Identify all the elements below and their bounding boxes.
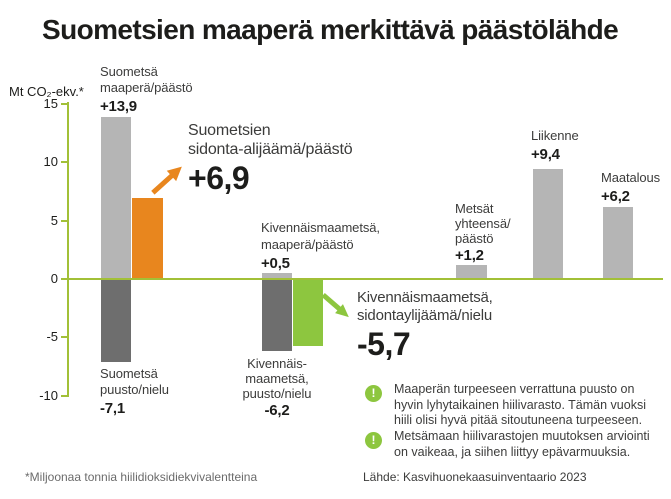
y-axis-line bbox=[67, 102, 69, 397]
bar-label-text: Metsät yhteensä/ päästö bbox=[455, 201, 511, 246]
bar-value: +0,5 bbox=[261, 255, 290, 272]
bar-suometsa-maapera-paasto bbox=[101, 116, 131, 279]
exclamation-glyph: ! bbox=[371, 386, 376, 400]
callout-label: Kivennäismaametsä, sidontaylijäämä/nielu bbox=[357, 289, 493, 324]
callout-suometsien-sidonta-alijaama: Suometsien sidonta-alijäämä/päästö +6,9 bbox=[188, 121, 353, 197]
y-axis-tick-label: -10 bbox=[39, 388, 58, 403]
bar-suometsien-sidonta-alijaama bbox=[132, 198, 163, 279]
bar-value: +9,4 bbox=[531, 146, 560, 163]
bar-value: +13,9 bbox=[100, 98, 137, 115]
bar-value: -7,1 bbox=[100, 400, 126, 417]
page-title: Suometsien maaperä merkittävä päästölähd… bbox=[42, 14, 619, 45]
y-axis-tick-label: 0 bbox=[50, 271, 58, 286]
bar-metsat-yhteensa-paasto bbox=[456, 265, 487, 279]
exclamation-icon: ! bbox=[365, 432, 382, 449]
bar-label-maatalous: Maatalous +6,2 bbox=[601, 170, 660, 205]
y-axis-tick-label: -5 bbox=[46, 329, 58, 344]
bar-value: -6,2 bbox=[264, 402, 290, 419]
arrow-up-right-icon bbox=[151, 166, 182, 195]
bar-kivennaismaametsa-maapera-paasto bbox=[262, 273, 292, 279]
bar-label-suometsa-puusto: Suometsä puusto/nielu -7,1 bbox=[100, 366, 169, 417]
source-citation: Lähde: Kasvihuonekaasuinventaario 2023 bbox=[363, 470, 587, 484]
bar-label-text: Liikenne bbox=[531, 128, 579, 143]
note-text: Metsämaan hiilivarastojen muutoksen arvi… bbox=[394, 429, 650, 459]
exclamation-icon: ! bbox=[365, 385, 382, 402]
bar-label-text: Maatalous bbox=[601, 170, 661, 185]
y-axis-tick bbox=[61, 395, 68, 397]
zero-baseline bbox=[67, 278, 663, 280]
y-axis-tick bbox=[61, 220, 68, 222]
bar-maatalous bbox=[603, 206, 633, 279]
y-axis-tick bbox=[61, 103, 68, 105]
bar-label-kivennaismaametsa-puusto: Kivennäis- maametsä, puusto/nielu -6,2 bbox=[227, 356, 327, 418]
bar-label-text: Kivennäismaametsä, maaperä/päästö bbox=[261, 220, 380, 252]
y-axis-tick bbox=[61, 336, 68, 338]
bar-label-kivennaismaametsa-maapera: Kivennäismaametsä, maaperä/päästö +0,5 bbox=[261, 219, 380, 272]
y-axis-tick-label: 15 bbox=[43, 96, 58, 111]
arrow-down-right-icon bbox=[321, 292, 349, 318]
note-text: Maaperän turpeeseen verrattuna puusto on… bbox=[394, 382, 646, 427]
bar-kivennaismaametsa-puusto-nielu bbox=[262, 279, 292, 352]
bar-label-metsat-yhteensa: Metsät yhteensä/ päästö +1,2 bbox=[455, 201, 511, 264]
bar-label-suometsa-maapera: Suometsä maaperä/päästö +13,9 bbox=[100, 64, 193, 115]
y-axis-tick bbox=[61, 161, 68, 163]
y-axis-tick-label: 5 bbox=[50, 213, 58, 228]
footnote: *Miljoonaa tonnia hiilidioksidiekvivalen… bbox=[25, 470, 258, 484]
bar-value: +1,2 bbox=[455, 247, 484, 264]
y-axis-unit-label: Mt CO₂-ekv.* bbox=[9, 84, 84, 99]
bar-suometsa-puusto-nielu bbox=[101, 279, 131, 362]
exclamation-glyph: ! bbox=[371, 433, 376, 447]
y-axis-tick bbox=[61, 278, 68, 280]
bar-kivennaismaametsa-sidontaylijaama bbox=[293, 279, 323, 346]
bar-label-text: Suometsä puusto/nielu bbox=[100, 366, 169, 397]
bar-value: +6,2 bbox=[601, 188, 630, 205]
bar-label-text: Suometsä maaperä/päästö bbox=[100, 64, 193, 95]
callout-value: -5,7 bbox=[357, 326, 411, 362]
bar-label-liikenne: Liikenne +9,4 bbox=[531, 128, 579, 163]
y-axis-tick-label: 10 bbox=[43, 154, 58, 169]
bar-label-text: Kivennäis- maametsä, puusto/nielu bbox=[242, 356, 312, 401]
callout-kivennaismaametsa-sidontaylijaama: Kivennäismaametsä, sidontaylijäämä/nielu… bbox=[357, 289, 493, 363]
callout-label: Suometsien sidonta-alijäämä/päästö bbox=[188, 122, 353, 158]
bar-liikenne bbox=[533, 169, 563, 279]
callout-value: +6,9 bbox=[188, 160, 250, 196]
